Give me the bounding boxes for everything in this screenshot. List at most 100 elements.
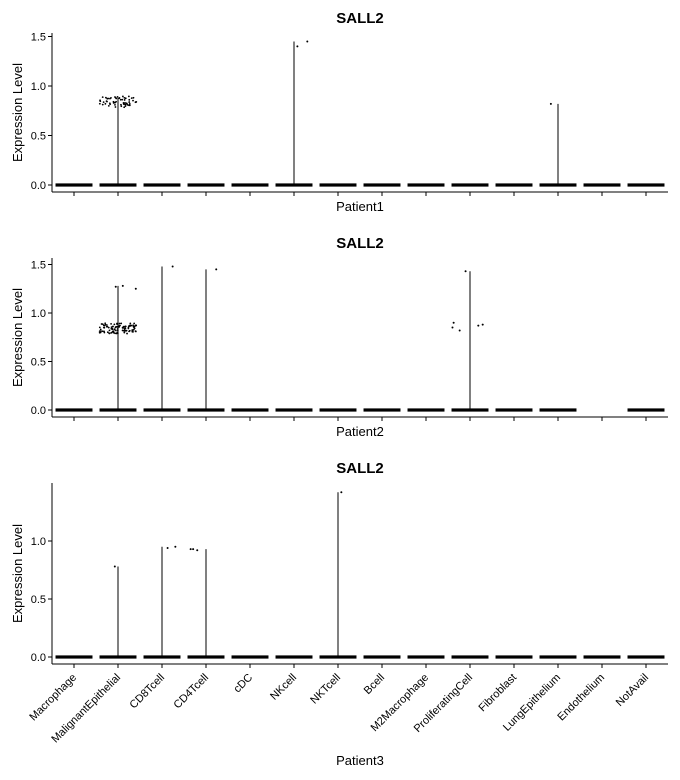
point: [101, 103, 104, 106]
point: [118, 97, 121, 99]
point: [116, 329, 119, 332]
zero-points-M2Macrophage: [407, 655, 445, 659]
panel-2: SALL2 0.0 0.5 1.0 1.5 Expression Level Patient…: [10, 235, 668, 439]
point: [116, 323, 119, 326]
category-label: Fibroblast: [476, 672, 519, 715]
y-tick-label: 0.5: [31, 594, 46, 606]
outlier-point: [171, 265, 174, 268]
zero-points-cDC: [231, 408, 269, 412]
outlier-point: [134, 287, 137, 290]
point: [122, 102, 125, 104]
point: [100, 323, 103, 325]
point: [121, 98, 124, 101]
zero-points-Fibroblast: [495, 183, 533, 187]
y-tick-label: 0.0: [31, 405, 46, 417]
zero-points-Bcell: [363, 183, 401, 187]
point: [113, 328, 116, 331]
outlier-point: [196, 549, 199, 552]
point: [102, 101, 105, 104]
zero-points-Macrophage: [55, 408, 93, 412]
point: [98, 326, 101, 329]
panel-title: SALL2: [336, 10, 384, 27]
category-label: NKTcell: [308, 672, 343, 707]
point: [105, 324, 108, 326]
zero-points-cDC: [231, 183, 269, 187]
point: [123, 106, 126, 109]
zero-points-M2Macrophage: [407, 408, 445, 412]
point: [122, 325, 125, 328]
point: [98, 330, 101, 333]
point: [114, 326, 117, 328]
point: [133, 327, 136, 330]
category-label: CD4Tcell: [172, 672, 212, 712]
y-tick-label: 0.5: [31, 131, 46, 143]
panel-title: SALL2: [336, 460, 384, 477]
point: [105, 96, 107, 99]
point: [115, 97, 118, 100]
point: [133, 322, 136, 325]
zero-points-NotAvail: [627, 408, 665, 412]
point: [104, 322, 107, 325]
point: [127, 325, 130, 328]
point: [119, 324, 121, 327]
point: [128, 330, 130, 333]
point: [128, 98, 131, 101]
point: [107, 326, 110, 329]
point: [123, 331, 126, 334]
point: [115, 332, 118, 335]
zero-points-Bcell: [363, 408, 401, 412]
point: [124, 105, 127, 107]
category-label: CD8Tcell: [128, 672, 168, 712]
point: [108, 329, 111, 332]
point: [106, 331, 109, 334]
point: [120, 322, 123, 325]
outlier-point: [189, 548, 192, 551]
point: [114, 96, 116, 98]
x-axis-title: Patient2: [336, 424, 384, 439]
point: [132, 328, 135, 331]
zero-points-Endothelium: [583, 183, 621, 187]
point: [113, 323, 116, 326]
point: [116, 328, 119, 330]
zero-points-CD4Tcell: [187, 183, 225, 187]
category-label: NKcell: [268, 672, 299, 703]
point: [132, 99, 134, 102]
point: [114, 106, 117, 108]
point: [105, 100, 108, 102]
y-tick-label: 1.5: [31, 32, 46, 44]
point: [99, 328, 102, 331]
zero-points-NotAvail: [627, 183, 665, 187]
zero-points-Macrophage: [55, 655, 93, 659]
zero-points-M2Macrophage: [407, 183, 445, 187]
zero-points-NotAvail: [627, 655, 665, 659]
point: [130, 97, 133, 99]
point: [126, 103, 129, 106]
cluster-MalignantEpithelial: [98, 95, 138, 109]
point: [121, 95, 124, 98]
y-axis-title: Expression Level: [10, 63, 25, 162]
outlier-point: [464, 270, 467, 273]
point: [117, 325, 120, 328]
point: [101, 96, 104, 99]
point: [114, 332, 117, 335]
point: [125, 329, 127, 332]
point: [103, 330, 105, 333]
point: [114, 104, 116, 106]
outlier-point: [477, 324, 480, 327]
point: [99, 99, 101, 102]
point: [98, 102, 101, 105]
zero-points-LungEpithelium: [539, 408, 577, 412]
outlier-point: [549, 102, 552, 105]
y-axis-title: Expression Level: [10, 288, 25, 387]
panel-1: SALL2 0.0 0.5 1.0 1.5 Expression Level Patient…: [10, 10, 668, 214]
zero-points-NKcell: [275, 655, 313, 659]
zero-points-ProliferatingCell: [451, 183, 489, 187]
point: [110, 323, 112, 325]
zero-points-Macrophage: [55, 183, 93, 187]
zero-points-NKcell: [275, 408, 313, 412]
point: [114, 329, 117, 332]
point: [103, 324, 106, 327]
point: [98, 331, 101, 334]
